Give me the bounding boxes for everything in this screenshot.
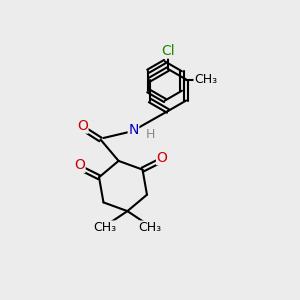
Text: O: O [74,158,85,172]
Text: O: O [157,151,167,165]
Text: O: O [77,119,88,133]
Text: CH₃: CH₃ [93,221,116,234]
Text: H: H [145,128,155,142]
Text: N: N [128,124,139,137]
Text: CH₃: CH₃ [138,221,161,234]
Text: Cl: Cl [161,44,175,58]
Text: CH₃: CH₃ [194,73,217,86]
